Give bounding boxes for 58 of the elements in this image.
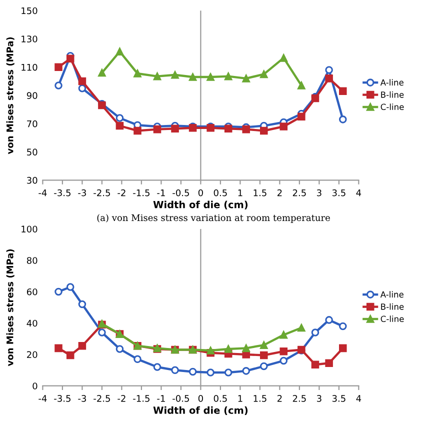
- x-tick-label: 0: [198, 189, 203, 196]
- y-tick-label: 100: [22, 226, 38, 233]
- x-tick-label: -1.5: [133, 395, 150, 402]
- x-tick-label: 2.5: [292, 189, 306, 196]
- x-tick-label: 4: [356, 395, 362, 402]
- y-tick-label: 80: [26, 257, 38, 264]
- x-tick-label: -0.5: [172, 189, 189, 196]
- y-axis-title: von Mises stress (MPa): [6, 37, 14, 154]
- legend-label: A-line: [380, 291, 404, 298]
- x-tick-label: -1: [157, 395, 165, 402]
- y-tick-label: 40: [26, 320, 38, 327]
- y-tick-label: 90: [26, 92, 38, 99]
- x-tick-label: -3.5: [54, 189, 70, 196]
- x-tick-label: 3.5: [332, 395, 346, 402]
- x-tick-label: 2.5: [292, 395, 306, 402]
- x-tick-label: 3: [317, 189, 322, 196]
- y-tick-label: 130: [22, 36, 38, 42]
- x-tick-label: 0.5: [214, 395, 227, 402]
- x-axis-title: Width of die (cm): [153, 406, 248, 416]
- x-tick-label: 0.5: [214, 189, 227, 196]
- x-tick-label: 3.5: [332, 189, 346, 196]
- x-tick-label: 1.5: [254, 395, 266, 402]
- y-tick-label: 150: [22, 7, 38, 14]
- x-tick-label: 4: [356, 190, 362, 196]
- x-tick-label: -1: [157, 190, 165, 196]
- x-tick-label: 1: [238, 395, 242, 402]
- x-tick-label: -2: [118, 189, 126, 196]
- x-tick-label: 3: [317, 395, 322, 402]
- legend-label: B-line: [381, 303, 404, 310]
- x-tick-label: -4: [38, 395, 47, 402]
- x-tick-label: 1: [238, 190, 242, 196]
- x-tick-label: -4: [38, 190, 47, 196]
- x-tick-label: -2.5: [94, 189, 110, 196]
- text: (a) von Mises stress variation at room temperature: [97, 214, 330, 223]
- x-tick-label: -1.5: [133, 190, 150, 196]
- x-tick-label: 0: [198, 395, 203, 402]
- x-tick-label: 2: [277, 189, 282, 196]
- y-tick-label: 50: [27, 148, 38, 156]
- x-tick-label: -2: [118, 395, 126, 402]
- x-tick-label: 2: [277, 395, 282, 402]
- x-tick-label: -3: [78, 395, 86, 402]
- y-tick-label: 70: [27, 120, 38, 128]
- x-tick-label: 1.5: [254, 190, 266, 196]
- y-tick-label: 0: [32, 382, 38, 390]
- legend-label: B-line: [381, 91, 404, 98]
- y-tick-label: 60: [26, 288, 38, 296]
- x-tick-label: -3: [78, 189, 86, 196]
- y-tick-label: 110: [22, 64, 38, 71]
- y-tick-label: 30: [27, 176, 38, 184]
- x-tick-label: -3.5: [54, 395, 70, 402]
- y-axis-title: von Mises stress (MPa): [6, 249, 14, 366]
- x-axis-title: Width of die (cm): [153, 200, 248, 210]
- legend-label: C-line: [380, 104, 404, 110]
- y-tick-label: 20: [27, 351, 38, 358]
- x-tick-label: -0.5: [172, 395, 189, 402]
- legend-label: C-line: [380, 316, 404, 322]
- legend-label: A-line: [380, 79, 404, 86]
- x-tick-label: -2.5: [94, 395, 110, 402]
